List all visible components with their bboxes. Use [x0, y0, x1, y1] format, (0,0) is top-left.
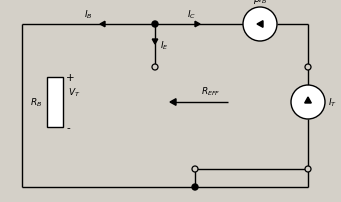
Text: $I_E$: $I_E$	[160, 40, 169, 52]
Bar	[47, 78, 63, 127]
Polygon shape	[170, 99, 176, 106]
Circle shape	[152, 65, 158, 71]
Text: $R_B$: $R_B$	[30, 96, 42, 109]
Circle shape	[152, 22, 158, 28]
Circle shape	[305, 166, 311, 172]
Polygon shape	[257, 22, 263, 28]
Text: $R_{EFF}$: $R_{EFF}$	[201, 85, 221, 98]
Polygon shape	[305, 98, 311, 103]
Polygon shape	[100, 22, 105, 28]
Text: $I_T$: $I_T$	[328, 96, 337, 109]
Text: +: +	[66, 73, 75, 83]
Polygon shape	[195, 22, 200, 28]
Circle shape	[243, 8, 277, 42]
Polygon shape	[152, 40, 158, 45]
Circle shape	[192, 166, 198, 172]
Text: -: -	[66, 122, 70, 132]
Circle shape	[305, 65, 311, 71]
Text: $\beta I_B$: $\beta I_B$	[253, 0, 267, 6]
Text: $I_C$: $I_C$	[188, 8, 196, 21]
Text: $V_T$: $V_T$	[68, 86, 80, 99]
Circle shape	[192, 184, 198, 190]
Text: $I_B$: $I_B$	[84, 8, 92, 21]
Circle shape	[291, 86, 325, 119]
